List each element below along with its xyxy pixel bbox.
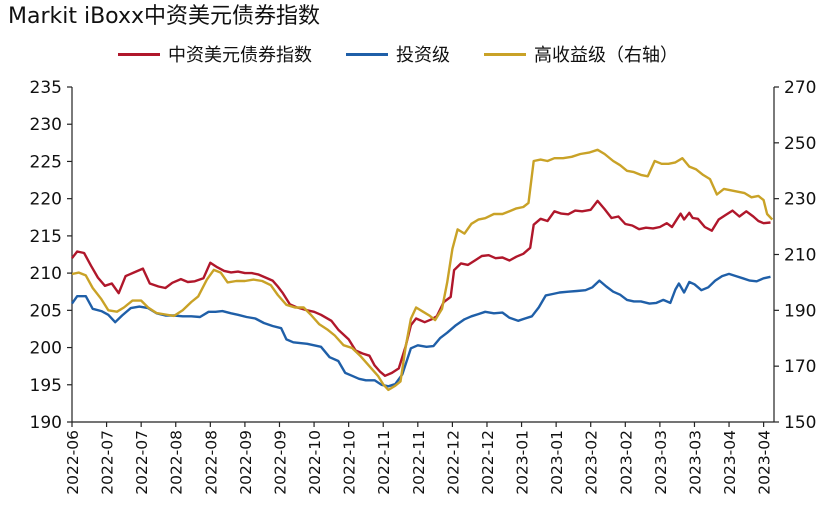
legend-swatch	[346, 52, 388, 56]
right-tick-label: 230	[784, 190, 816, 210]
x-tick-label: 2022-08	[168, 430, 186, 495]
legend-item-1: 投资级	[346, 41, 450, 67]
left-tick-label: 225	[30, 152, 62, 172]
series-layer	[71, 148, 774, 392]
left-tick-label: 210	[30, 264, 62, 284]
x-tick-label: 2022-06	[64, 430, 82, 495]
right-tick-label: 150	[784, 413, 816, 433]
x-tick-label: 2023-02	[583, 430, 601, 495]
legend-swatch	[484, 52, 526, 56]
legend: 中资美元债券指数 投资级 高收益级（右轴）	[118, 42, 712, 66]
x-tick-label: 2022-11	[410, 430, 428, 495]
x-tick-label: 2023-03	[652, 430, 670, 495]
x-tick-label: 2023-02	[617, 430, 635, 495]
legend-label: 中资美元债券指数	[168, 45, 312, 66]
right-tick-label: 190	[784, 301, 816, 321]
right-tick-label: 170	[784, 357, 816, 377]
x-tick-label: 2022-10	[306, 430, 324, 495]
x-tick-label: 2022-08	[202, 430, 220, 495]
left-tick-label: 200	[30, 339, 62, 359]
chart-title: Markit iBoxx中资美元债券指数	[8, 4, 321, 29]
x-tick-label: 2022-09	[271, 430, 289, 495]
left-tick-label: 190	[30, 413, 62, 433]
series-line-0	[71, 199, 771, 377]
left-tick-label: 205	[30, 301, 62, 321]
series-line-2	[71, 148, 774, 392]
x-tick-label: 2023-01	[514, 430, 532, 495]
x-tick-label: 2022-12	[479, 430, 497, 495]
right-tick-label: 270	[784, 78, 816, 98]
x-tick-label: 2022-10	[341, 430, 359, 495]
legend-label: 投资级	[396, 45, 450, 66]
x-tick-label: 2022-11	[375, 430, 393, 495]
left-tick-label: 195	[30, 376, 62, 396]
x-tick-label: 2022-07	[133, 430, 151, 495]
x-tick-label: 2022-09	[237, 430, 255, 495]
left-tick-label: 235	[30, 78, 62, 98]
x-tick-label: 2023-01	[548, 430, 566, 495]
axes-layer	[71, 87, 775, 423]
left-tick-label: 220	[30, 190, 62, 210]
x-tick-label: 2023-04	[721, 430, 739, 495]
right-tick-label: 250	[784, 134, 816, 154]
left-tick-label: 215	[30, 227, 62, 247]
legend-label: 高收益级（右轴）	[534, 45, 678, 66]
x-tick-label: 2022-12	[444, 430, 462, 495]
x-tick-label: 2022-07	[99, 430, 117, 495]
series-line-1	[71, 272, 771, 388]
left-tick-label: 230	[30, 115, 62, 135]
legend-swatch	[118, 52, 160, 56]
legend-item-2: 高收益级（右轴）	[484, 41, 678, 67]
ticks-layer: 1901952002052102152202252302351501701902…	[30, 78, 817, 495]
x-tick-label: 2023-04	[756, 430, 774, 495]
right-tick-label: 210	[784, 246, 816, 266]
legend-item-0: 中资美元债券指数	[118, 41, 312, 67]
x-tick-label: 2023-03	[686, 430, 704, 495]
